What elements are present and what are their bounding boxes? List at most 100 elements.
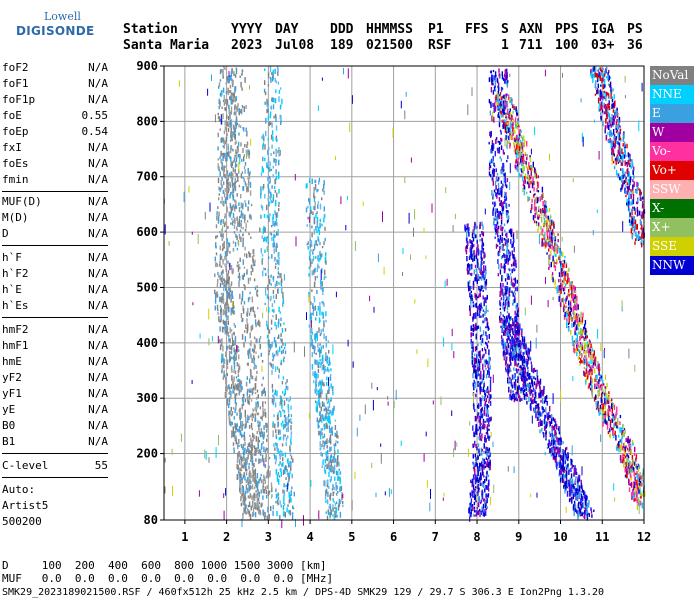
echo-point — [229, 172, 231, 177]
echo-point — [514, 297, 516, 303]
param-key: MUF(D) — [2, 195, 42, 208]
echo-point — [512, 356, 514, 361]
echo-point — [568, 267, 570, 272]
echo-point — [277, 412, 279, 417]
echo-point — [235, 349, 238, 355]
echo-point — [288, 399, 290, 403]
echo-point — [231, 411, 234, 416]
echo-point — [278, 478, 280, 485]
echo-point — [237, 345, 239, 349]
echo-point — [259, 421, 261, 427]
echo-point — [321, 443, 323, 448]
echo-point — [239, 418, 241, 421]
echo-point — [319, 218, 321, 222]
echo-point — [280, 317, 282, 321]
echo-point — [316, 359, 318, 365]
echo-point — [517, 389, 519, 396]
echo-point — [470, 511, 472, 515]
echo-point — [218, 99, 220, 103]
echo-point — [245, 463, 247, 467]
echo-point — [237, 221, 239, 227]
echo-point — [241, 73, 243, 76]
echo-point — [278, 282, 280, 285]
echo-point — [246, 220, 249, 223]
echo-point — [223, 102, 226, 106]
echo-point — [274, 447, 276, 451]
echo-point — [534, 212, 536, 219]
echo-point — [560, 265, 562, 269]
echo-point — [338, 498, 341, 505]
echo-point — [248, 415, 250, 421]
echo-point — [485, 432, 488, 435]
echo-point — [326, 482, 329, 488]
echo-point — [505, 80, 508, 85]
echo-point — [282, 297, 284, 303]
echo-point — [565, 305, 567, 308]
echo-point — [253, 336, 256, 340]
echo-point — [262, 376, 264, 380]
echo-point — [322, 436, 324, 439]
echo-point — [256, 502, 258, 506]
echo-point — [590, 376, 592, 379]
echo-point — [580, 346, 582, 350]
echo-point — [240, 301, 243, 305]
echo-point — [495, 94, 497, 101]
echo-point — [283, 400, 286, 406]
echo-point — [237, 443, 239, 450]
echo-point — [241, 211, 243, 216]
echo-point — [230, 396, 232, 400]
echo-point — [264, 464, 267, 469]
echo-point — [272, 510, 274, 516]
echo-point — [479, 472, 482, 478]
echo-point — [579, 350, 582, 355]
echo-point — [219, 326, 221, 332]
echo-point — [472, 304, 475, 308]
echo-point — [502, 183, 504, 187]
echo-point — [330, 428, 332, 434]
echo-point — [224, 126, 226, 130]
echo-point — [278, 204, 280, 207]
echo-point — [274, 460, 277, 465]
echo-point — [234, 217, 236, 223]
echo-point — [321, 311, 323, 316]
echo-point — [478, 313, 481, 318]
echo-point — [274, 258, 276, 262]
echo-point — [500, 158, 503, 162]
echo-point — [286, 459, 289, 463]
echo-point — [325, 488, 328, 494]
echo-point — [480, 285, 482, 291]
echo-point — [502, 100, 504, 107]
echo-point — [507, 219, 509, 222]
echo-point — [254, 286, 257, 291]
echo-point — [587, 347, 589, 354]
echo-point — [274, 392, 276, 396]
echo-point — [246, 318, 248, 324]
echo-point — [508, 94, 510, 98]
param-value: N/A — [88, 435, 108, 448]
echo-point — [336, 514, 338, 518]
echo-point — [266, 326, 269, 330]
echo-point — [495, 208, 497, 213]
echo-point — [474, 453, 476, 458]
echo-point — [591, 385, 593, 392]
echo-point — [571, 317, 573, 322]
echo-point — [242, 227, 244, 230]
echo-point — [558, 256, 560, 260]
echo-point — [488, 418, 490, 424]
echo-point — [476, 507, 478, 510]
echo-point — [548, 255, 550, 259]
echo-point — [573, 309, 575, 314]
echo-point — [259, 434, 262, 438]
echo-point — [241, 480, 243, 484]
echo-point — [320, 389, 322, 394]
echo-point — [308, 198, 311, 205]
echo-point — [240, 490, 242, 495]
echo-point — [224, 107, 226, 111]
echo-point — [591, 392, 594, 398]
echo-point — [505, 294, 507, 299]
echo-point — [492, 193, 495, 199]
echo-point — [264, 476, 266, 482]
echo-point — [481, 453, 483, 456]
echo-point — [313, 255, 315, 260]
echo-point — [508, 127, 510, 133]
